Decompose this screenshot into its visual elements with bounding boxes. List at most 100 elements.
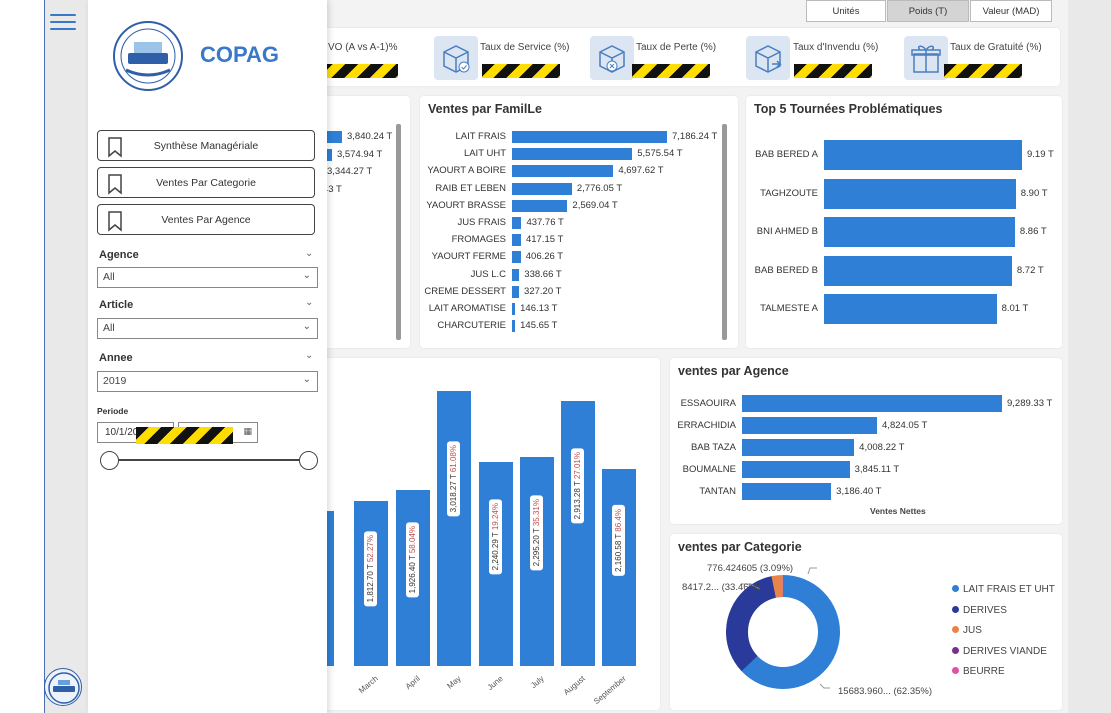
bar-category-label: CHARCUTERIE <box>437 320 506 332</box>
bar-category-label: CREME DESSERT <box>424 285 506 297</box>
famille-title: Ventes par FamilLe <box>428 102 542 116</box>
units-button[interactable]: Unités <box>806 0 886 22</box>
bookmark-icon <box>108 137 122 158</box>
scrollbar[interactable] <box>396 124 401 340</box>
box-check-icon <box>434 36 478 80</box>
column-value-label: 2,240.29 T 19.24% <box>489 498 502 574</box>
bar-value-label: 8.43 T <box>315 183 342 195</box>
hamburger-menu-icon[interactable] <box>50 14 76 32</box>
kpi-growth-label: VO (A vs A-1)% <box>328 42 398 53</box>
bar-value-label: 8.90 T <box>1020 187 1048 199</box>
bar-value-label: 3,574.94 T <box>337 148 383 160</box>
box-return-icon <box>746 36 790 80</box>
column-pct-text: 86.4% <box>614 508 623 532</box>
bar <box>824 178 1016 209</box>
bar <box>512 234 521 247</box>
month-label: May <box>445 674 463 691</box>
column-bar <box>437 391 471 666</box>
legend-dot <box>952 626 959 633</box>
famille-scrollbar[interactable] <box>722 124 727 340</box>
column-value-label: 2,160.58 T 86.4% <box>612 504 625 576</box>
bar-value-label: 3,186.40 T <box>836 485 882 497</box>
bar-value-label: 3,845.11 T <box>854 463 900 475</box>
box-x-icon <box>590 36 634 80</box>
month-label: March <box>356 674 380 696</box>
bar-value-label: 4,824.05 T <box>882 419 928 431</box>
nav-agence-button[interactable]: Ventes Par Agence <box>97 204 315 235</box>
categorie-card: ventes par Categorie 776.424605 (3.09%) 8… <box>670 534 1062 710</box>
month-label: September <box>592 674 628 707</box>
column-value-label: 1,812.70 T 52.27% <box>364 530 377 606</box>
bar-category-label: BAB BERED B <box>754 264 818 276</box>
copag-logo-small <box>44 668 82 706</box>
column-value-text: 2,913.28 T <box>573 479 582 520</box>
donut-annotation: 15683.960... (62.35%) <box>838 686 932 697</box>
donut-slice <box>726 575 840 689</box>
month-label: July <box>529 674 546 691</box>
value-button[interactable]: Valeur (MAD) <box>970 0 1052 22</box>
article-select[interactable]: All ⌄ <box>97 318 318 339</box>
donut-slice <box>726 575 840 689</box>
nav-synthese-button[interactable]: Synthèse Managériale <box>97 130 315 161</box>
chevron-down-icon[interactable]: ⌄ <box>305 350 314 361</box>
bar <box>742 461 850 478</box>
donut-annotation: 8417.2... (33.46%) <box>682 582 760 593</box>
weight-button[interactable]: Poids (T) <box>887 0 969 22</box>
slider-end-handle[interactable] <box>299 451 318 470</box>
agence-card: ventes par Agence ESSAOUIRA 9,289.33 T ERR… <box>670 358 1062 524</box>
bar <box>824 255 1012 286</box>
column-pct-text: 35.31% <box>532 498 541 526</box>
chevron-down-icon[interactable]: ⌄ <box>305 297 314 308</box>
legend-label: DERIVES VIANDE <box>963 645 1047 657</box>
bar-category-label: BAB BERED A <box>755 149 818 160</box>
annee-filter-label: Annee <box>99 352 133 364</box>
monthly-card: 1,700.64 T 77.83%1,812.70 T 52.27%March1… <box>304 358 660 710</box>
nav-synthese-label: Synthèse Managériale <box>153 139 259 152</box>
categorie-title: ventes par Categorie <box>678 540 802 554</box>
bar-category-label: JUS FRAIS <box>457 217 506 228</box>
legend-label: DERIVES <box>963 604 1007 616</box>
column-value-label: 2,913.28 T 27.01% <box>571 448 584 524</box>
donut-slice <box>726 575 840 689</box>
annee-select-value: 2019 <box>103 375 127 387</box>
agence-filter-label: Agence <box>99 249 139 261</box>
month-label: August <box>561 674 587 697</box>
bar <box>512 251 521 264</box>
bar-value-label: 417.15 T <box>525 234 564 246</box>
slider-start-handle[interactable] <box>100 451 119 470</box>
annee-select[interactable]: 2019 ⌄ <box>97 371 318 392</box>
bar-category-label: ESSAOUIRA <box>680 397 736 409</box>
bar-value-label: 5,575.54 T <box>637 148 683 160</box>
unit-switch: Unités Poids (T) Valeur (MAD) <box>806 0 1052 22</box>
kpi-growth-redacted <box>320 64 398 78</box>
bar-category-label: JUS L.C <box>470 268 506 280</box>
bar <box>824 217 1015 247</box>
agence-select[interactable]: All ⌄ <box>97 267 318 288</box>
bar <box>824 140 1022 170</box>
chevron-down-icon: ⌄ <box>302 374 311 385</box>
column-pct-text: 19.24% <box>491 502 500 530</box>
bar-category-label: FROMAGES <box>451 234 506 246</box>
calendar-icon[interactable]: ▦ <box>243 426 252 436</box>
legend-item: DERIVES VIANDE <box>952 646 1047 657</box>
legend-dot <box>952 667 959 674</box>
bar-value-label: 2,776.05 T <box>576 182 623 194</box>
tournees-card: Top 5 Tournées Problématiques BAB BERED … <box>746 96 1062 348</box>
periode-slider-track[interactable] <box>109 459 308 461</box>
annotation-leader <box>807 567 817 575</box>
kpi-unsold-redacted <box>794 64 872 78</box>
agence-xlabel: Ventes Nettes <box>870 506 926 516</box>
bar-value-label: 7,186.24 T <box>672 131 718 142</box>
bar-value-label: 8.86 T <box>1019 226 1047 237</box>
bar <box>512 268 520 281</box>
bar <box>742 483 832 500</box>
column-pct-text: 61.08% <box>449 444 458 472</box>
donut-annotation: 776.424605 (3.09%) <box>707 563 793 574</box>
legend-dot <box>952 605 959 613</box>
chevron-down-icon[interactable]: ⌄ <box>305 248 314 259</box>
bar <box>512 320 516 333</box>
bar <box>512 131 667 143</box>
legend-label: BEURRE <box>963 666 1005 677</box>
nav-categorie-button[interactable]: Ventes Par Categorie <box>97 167 315 198</box>
bar-value-label: 4,697.62 T <box>618 165 664 177</box>
